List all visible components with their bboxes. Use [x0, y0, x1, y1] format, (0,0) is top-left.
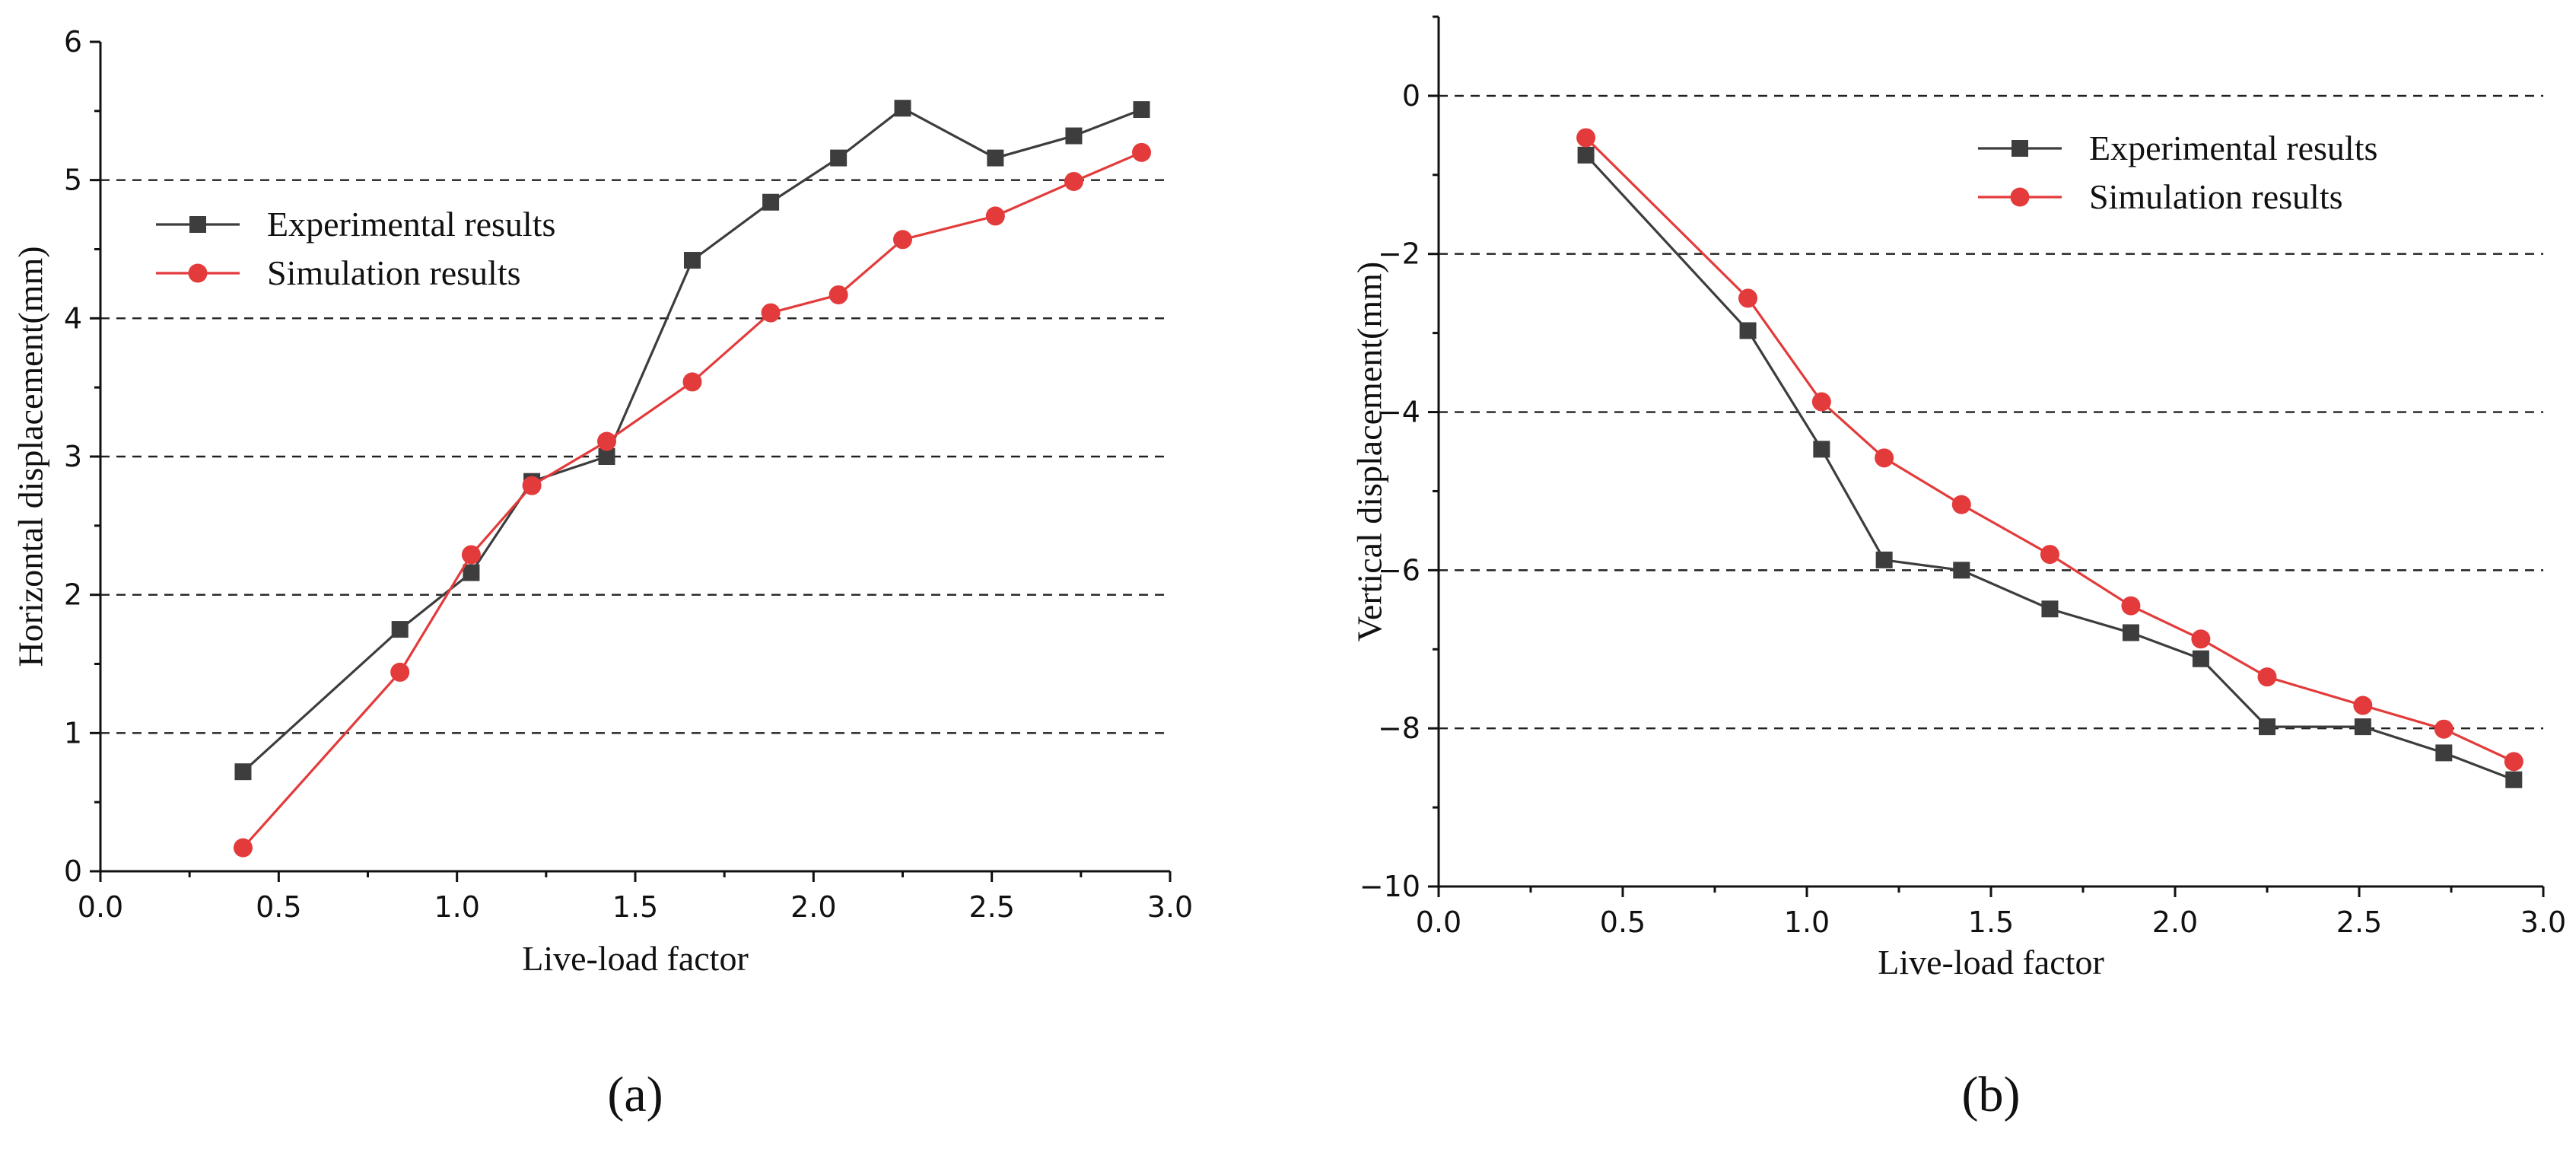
data-point-simulation — [2121, 596, 2141, 616]
x-tick-label: 1.0 — [1784, 906, 1830, 939]
x-tick-label: 1.5 — [1968, 906, 2014, 939]
x-tick-label: 2.0 — [790, 890, 836, 924]
data-point-experimental — [830, 149, 848, 167]
data-point-simulation — [2504, 752, 2524, 772]
data-point-simulation — [761, 303, 781, 323]
data-point-simulation — [2040, 545, 2059, 565]
panel-label: (a) — [607, 1067, 663, 1122]
data-point-simulation — [1576, 128, 1596, 148]
y-tick-label: 6 — [64, 25, 82, 59]
data-point-experimental — [2041, 600, 2059, 618]
legend-marker — [2012, 140, 2028, 157]
y-tick-label: −8 — [1378, 711, 1420, 745]
x-tick-label: 0.5 — [1600, 906, 1646, 939]
data-point-simulation — [893, 230, 912, 250]
data-point-experimental — [894, 100, 911, 117]
data-point-experimental — [762, 193, 780, 211]
data-point-simulation — [597, 431, 617, 451]
data-point-simulation — [522, 476, 542, 495]
data-point-experimental — [2354, 718, 2371, 736]
data-point-simulation — [2353, 695, 2373, 715]
x-tick-label: 3.0 — [1147, 890, 1193, 924]
panel-label: (b) — [1962, 1067, 2021, 1122]
x-axis-label: Live-load factor — [1878, 943, 2104, 982]
data-point-experimental — [1133, 101, 1150, 119]
data-point-simulation — [1064, 171, 1083, 191]
x-tick-label: 1.0 — [434, 890, 479, 924]
x-axis-label: Live-load factor — [522, 939, 749, 978]
legend-label: Experimental results — [267, 205, 555, 243]
x-tick-label: 0.0 — [78, 890, 123, 924]
legend-marker — [188, 263, 208, 283]
data-point-simulation — [461, 545, 481, 565]
x-tick-label: 2.0 — [2152, 906, 2198, 939]
data-point-experimental — [234, 763, 252, 781]
legend-label: Simulation results — [2089, 177, 2343, 216]
data-point-simulation — [2257, 667, 2277, 687]
series-line-experimental — [242, 107, 1143, 773]
y-tick-label: 0 — [1402, 79, 1420, 113]
series-line-experimental — [1585, 154, 2514, 781]
data-point-experimental — [2122, 624, 2139, 641]
y-tick-label: −10 — [1360, 870, 1420, 903]
chart-panel-b: 0.0 0.5 1.0 1.5 2.0 2.5 3.0 0 −2 −4 −6 −8 −10 Live-lo… — [1350, 15, 2566, 1122]
legend-marker — [2010, 187, 2030, 207]
data-point-experimental — [2435, 744, 2453, 762]
x-tick-label: 3.0 — [2520, 906, 2566, 939]
legend-marker — [189, 216, 206, 233]
data-point-experimental — [463, 564, 480, 581]
x-tick-label: 2.5 — [2336, 906, 2382, 939]
data-point-experimental — [987, 149, 1004, 167]
y-tick-label: −2 — [1378, 237, 1420, 271]
data-point-experimental — [1813, 441, 1830, 458]
y-tick-label: −4 — [1378, 396, 1420, 429]
y-tick-label: −6 — [1378, 553, 1420, 587]
data-point-experimental — [1065, 127, 1083, 145]
data-point-simulation — [1132, 142, 1152, 162]
y-tick-label: 2 — [64, 578, 82, 612]
series-line-simulation — [242, 151, 1143, 849]
data-point-simulation — [682, 372, 702, 392]
x-tick-label: 0.5 — [256, 890, 301, 924]
x-tick-label: 0.0 — [1416, 906, 1461, 939]
chart-panel-a: 0.0 0.5 1.0 1.5 2.0 2.5 3.0 0 1 2 3 4 5 6 Live-load fa… — [11, 25, 1194, 1122]
y-tick-label: 1 — [64, 716, 82, 750]
data-point-simulation — [390, 662, 410, 682]
data-point-simulation — [1951, 495, 1971, 514]
y-tick-label: 5 — [64, 164, 82, 197]
data-point-simulation — [2191, 629, 2211, 649]
data-point-experimental — [683, 252, 701, 269]
legend-label: Experimental results — [2089, 129, 2377, 167]
y-tick-label: 0 — [64, 855, 82, 888]
data-point-simulation — [985, 206, 1005, 226]
data-point-experimental — [1739, 322, 1757, 339]
series-line-simulation — [1585, 136, 2514, 763]
data-point-simulation — [233, 838, 253, 858]
data-point-simulation — [828, 285, 848, 304]
y-axis-label: Horizontal displacement(mm) — [11, 246, 50, 667]
y-tick-label: 3 — [64, 440, 82, 473]
data-point-experimental — [598, 448, 615, 465]
data-point-simulation — [2434, 719, 2454, 739]
data-point-simulation — [1738, 288, 1758, 308]
x-tick-label: 1.5 — [612, 890, 658, 924]
y-tick-label: 4 — [64, 301, 82, 335]
data-point-experimental — [1953, 562, 1970, 579]
data-point-experimental — [1875, 551, 1893, 568]
data-point-experimental — [1577, 146, 1595, 164]
data-point-experimental — [391, 621, 409, 638]
y-axis-label: Vertical displacement(mm) — [1350, 262, 1389, 641]
data-point-experimental — [2505, 771, 2523, 788]
data-point-simulation — [1875, 448, 1894, 468]
data-point-simulation — [1811, 392, 1831, 412]
data-point-experimental — [2259, 718, 2275, 736]
x-tick-label: 2.5 — [968, 890, 1014, 924]
data-point-experimental — [2192, 650, 2209, 667]
legend-label: Simulation results — [267, 253, 521, 292]
